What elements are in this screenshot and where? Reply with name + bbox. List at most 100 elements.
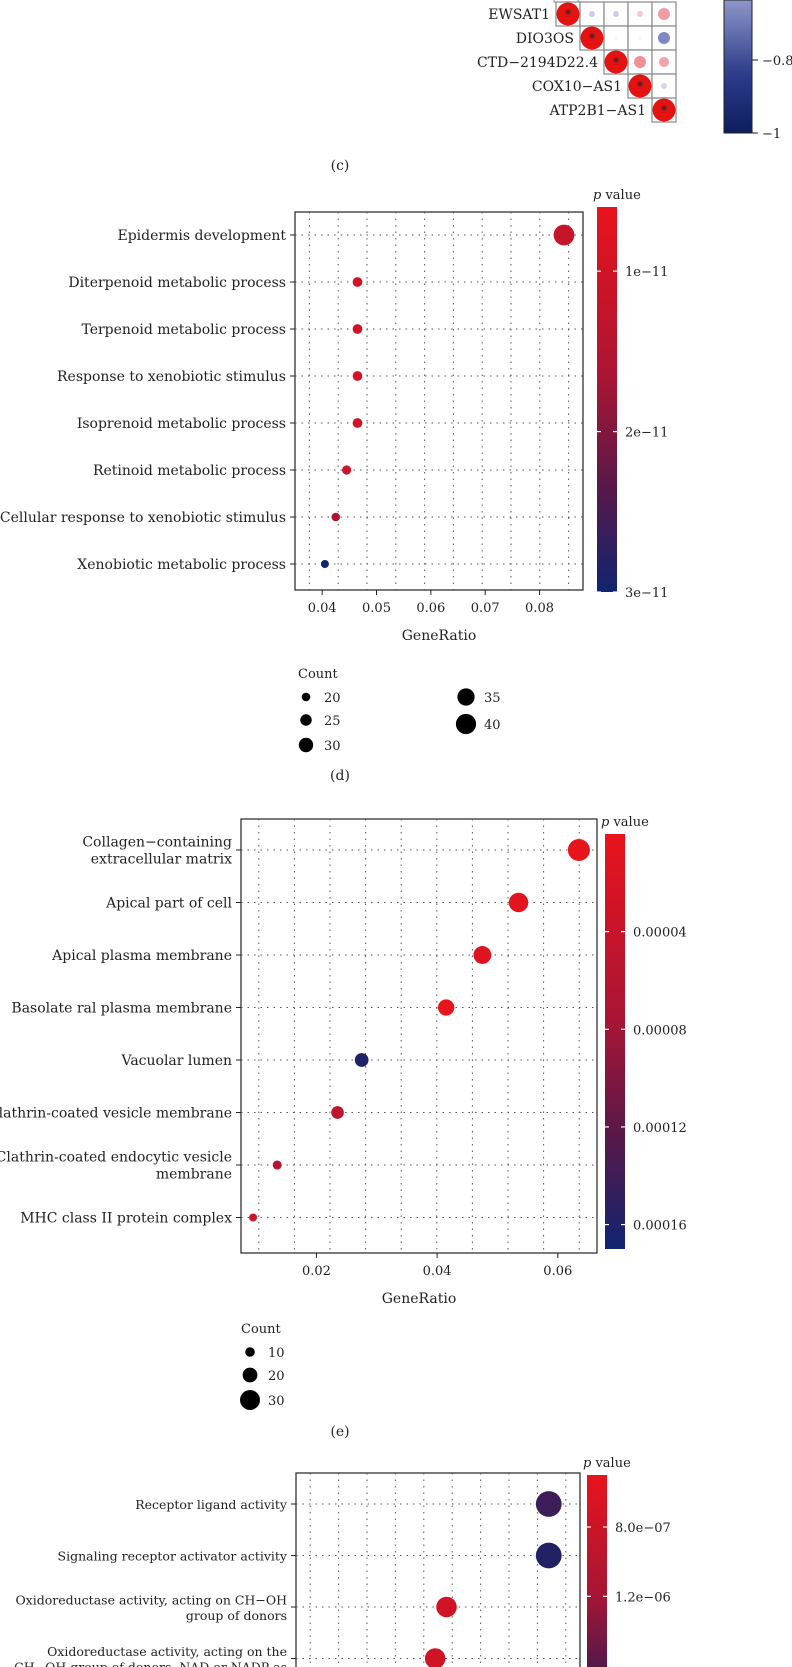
correlation-circle <box>661 83 667 89</box>
correlation-gene-labels: EWSAT1 DIO3OS CTD−2194D22.4 COX10−AS1 ATP2B1… <box>477 7 646 119</box>
correlation-circle <box>658 8 670 20</box>
plot-frame <box>294 211 584 591</box>
data-point <box>535 1542 562 1569</box>
colorbar-title: p value <box>601 815 649 830</box>
y-tick-label: Clathrin-coated vesicle membrane <box>0 1106 232 1122</box>
y-tick-label: Apical part of cell <box>105 896 232 912</box>
y-tick-label: Oxidoreductase activity, acting on CH−OH <box>15 1592 287 1607</box>
y-tick-label: Oxidoreductase activity, acting on the <box>47 1644 287 1659</box>
colorbar-tick-label: 1.2e−06 <box>615 1590 671 1605</box>
data-point <box>342 465 352 475</box>
data-point <box>553 224 575 246</box>
panel-f-go-mf-dotplot: Receptor ligand activity Signaling recept… <box>14 1456 671 1667</box>
colorbar-tick-label: 0.00008 <box>633 1023 687 1038</box>
data-point <box>436 1596 457 1618</box>
significance-star: * <box>565 8 572 23</box>
y-tick-label: Terpenoid metabolic process <box>81 322 286 338</box>
x-tick-label: 0.06 <box>416 601 445 616</box>
pvalue-colorbar <box>605 834 625 1249</box>
y-tick-label: group of donors <box>186 1608 287 1623</box>
panel-c-correlation-plot: * * * * * EWSAT1 DIO3OS CTD−2194D22.4 COX10−AS1… <box>331 0 792 174</box>
colorbar-tick-label: 8.0e−07 <box>615 1521 671 1536</box>
diagonal-circle <box>556 2 580 26</box>
x-tick-label: 0.04 <box>423 1264 452 1279</box>
correlation-circle <box>637 11 643 17</box>
y-tick-label: Isoprenoid metabolic process <box>77 416 286 432</box>
size-legend-title: Count <box>241 1322 282 1337</box>
y-tick-label: Epidermis development <box>118 228 287 244</box>
x-tick-label: 0.05 <box>362 601 391 616</box>
y-tick-label: Signaling receptor activator activity <box>58 1549 288 1564</box>
colorbar-tick-label: 3e−11 <box>625 586 668 601</box>
correlation-colorbar <box>723 0 753 134</box>
size-legend-title: Count <box>298 667 339 682</box>
y-tick-label: Response to xenobiotic stimulus <box>57 369 286 385</box>
colorbar-tick-label: 0.00012 <box>633 1121 687 1136</box>
colorbar-tick-label: −1 <box>762 127 781 142</box>
correlation-circle <box>613 11 619 17</box>
data-point <box>508 892 529 913</box>
data-point <box>352 371 363 381</box>
x-axis-label: GeneRatio <box>382 1291 457 1307</box>
y-tick-label: Xenobiotic metabolic process <box>77 557 286 573</box>
gene-label: ATP2B1−AS1 <box>548 103 646 119</box>
y-tick-label: Retinoid metabolic process <box>93 463 286 479</box>
size-legend-label: 40 <box>484 718 501 733</box>
y-tick-label: extracellular matrix <box>91 852 232 868</box>
y-tick-label: Diterpenoid metabolic process <box>68 275 286 291</box>
x-axis-label: GeneRatio <box>402 628 477 644</box>
correlation-circle <box>615 37 617 39</box>
size-legend-label: 30 <box>268 1394 285 1409</box>
diagonal-circle <box>580 26 604 50</box>
panel-d-go-bp-dotplot: Epidermis development Diterpenoid metabol… <box>0 188 668 754</box>
gene-label: CTD−2194D22.4 <box>477 55 598 71</box>
y-tick-label: Vacuolar lumen <box>121 1053 233 1069</box>
size-legend-label: 20 <box>268 1369 285 1384</box>
size-legend-dot <box>298 737 314 753</box>
y-tick-label: membrane <box>156 1167 232 1183</box>
correlation-circle <box>589 11 595 17</box>
size-legend-label: 10 <box>268 1346 285 1361</box>
gene-label: DIO3OS <box>516 31 574 47</box>
x-tick-label: 0.08 <box>525 601 554 616</box>
size-legend-dot <box>301 692 311 702</box>
x-tick-label: 0.06 <box>543 1264 572 1279</box>
size-legend-dot <box>245 1347 255 1357</box>
data-point <box>354 1053 369 1067</box>
data-point <box>473 946 492 964</box>
size-legend-dot <box>240 1390 260 1410</box>
colorbar-tick-label: −0.8 <box>762 54 792 69</box>
data-point <box>331 1106 344 1119</box>
colorbar-tick-label: 1e−11 <box>625 265 668 280</box>
data-point <box>331 512 341 522</box>
correlation-grid: * * * * * <box>553 0 677 123</box>
correlation-circle <box>658 32 670 44</box>
size-legend-dot <box>457 688 475 706</box>
significance-star: * <box>589 32 596 47</box>
plot-frame <box>295 1472 581 1667</box>
colorbar-title: p value <box>583 1456 631 1471</box>
x-tick-label: 0.07 <box>471 601 500 616</box>
size-legend-dot <box>242 1367 258 1383</box>
colorbar-title: p value <box>593 188 641 203</box>
y-tick-label: Cellular response to xenobiotic stimulus <box>0 510 286 526</box>
pvalue-colorbar <box>597 207 617 592</box>
data-point <box>352 324 363 334</box>
size-legend-dot <box>300 714 312 726</box>
correlation-circle <box>659 57 669 67</box>
size-legend-label: 30 <box>324 739 341 754</box>
size-legend-dot <box>455 713 477 735</box>
correlation-circle <box>634 56 646 68</box>
significance-star: * <box>637 80 644 95</box>
panel-label-d: (d) <box>330 768 350 784</box>
data-point <box>535 1491 562 1517</box>
y-tick-label: Collagen−containing <box>82 835 232 851</box>
significance-star: * <box>613 56 620 71</box>
y-tick-label: CH−OH group of donors, NAD or NADP as <box>14 1659 287 1667</box>
gene-label: COX10−AS1 <box>532 79 622 95</box>
diagonal-circle <box>628 74 652 98</box>
x-tick-label: 0.04 <box>308 601 337 616</box>
colorbar-tick-label: 2e−11 <box>625 426 668 441</box>
